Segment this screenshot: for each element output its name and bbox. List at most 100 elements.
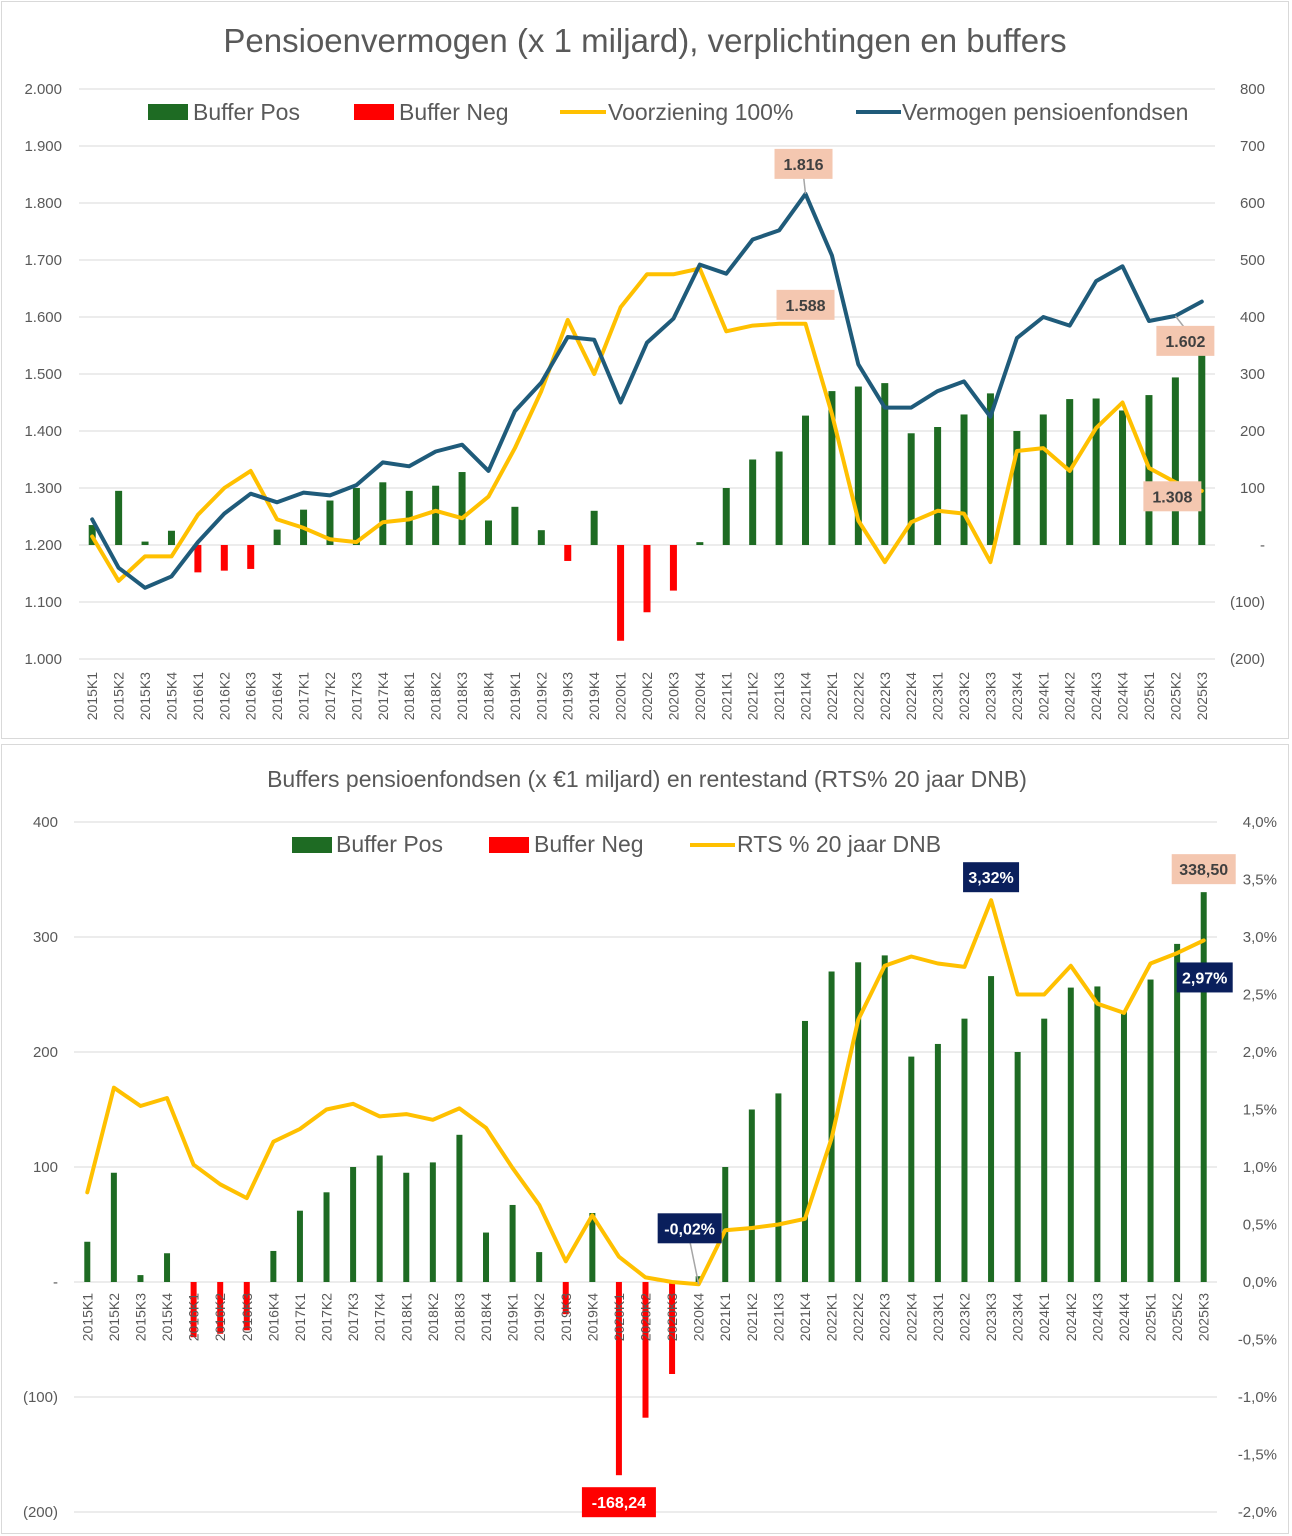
- bar-buffer-pos: [986, 393, 994, 545]
- y-tick-label: 1.300: [24, 480, 62, 497]
- x-tick-label: 2024K1: [1035, 672, 1051, 720]
- x-tick-label: 2016K1: [186, 1293, 202, 1341]
- y-tick-label: 2.000: [24, 81, 62, 98]
- y2-tick-label: -0,5%: [1238, 1332, 1277, 1349]
- x-tick-label: 2021K1: [718, 672, 734, 720]
- bar-buffer-pos: [801, 1020, 808, 1282]
- y2-tick-label: (200): [1230, 651, 1265, 668]
- x-tick-label: 2018K1: [398, 1293, 414, 1341]
- y-tick-label: 1.200: [24, 537, 62, 554]
- x-tick-label: 2025K2: [1169, 1293, 1185, 1341]
- y2-tick-label: 500: [1240, 252, 1265, 269]
- bar-buffer-pos: [907, 433, 915, 545]
- bar-buffer-pos: [1067, 987, 1074, 1282]
- x-tick-label: 2018K3: [454, 672, 470, 720]
- x-tick-label: 2018K4: [480, 672, 496, 720]
- bar-buffer-pos: [323, 1192, 330, 1282]
- bar-buffer-pos: [881, 955, 888, 1282]
- x-tick-label: 2015K4: [163, 672, 179, 720]
- callout-box: [1171, 854, 1236, 885]
- y2-tick-label: 1,0%: [1243, 1159, 1277, 1176]
- y2-tick-label: 0,5%: [1243, 1217, 1277, 1234]
- x-tick-label: 2021K3: [771, 672, 787, 720]
- legend-swatch-buffer-neg: [489, 837, 529, 853]
- chart-panel-buffers-rentestand: Buffers pensioenfondsen (x €1 miljard) e…: [1, 744, 1289, 1534]
- y2-tick-label: 300: [1240, 366, 1265, 383]
- data-label: 1.602: [1165, 334, 1205, 351]
- x-tick-label: 2019K4: [584, 1293, 600, 1341]
- x-tick-label: 2017K4: [375, 672, 391, 720]
- line-vermogen-pensioenfondsen: [90, 191, 1204, 590]
- x-tick-label: 2019K1: [505, 1293, 521, 1341]
- x-tick-label: 2018K3: [451, 1293, 467, 1341]
- y2-tick-label: 400: [1240, 309, 1265, 326]
- bar-buffer-pos: [1171, 377, 1179, 545]
- line-voorziening-100-: [90, 266, 1204, 583]
- bar-buffer-pos: [1094, 986, 1101, 1282]
- bar-buffer-pos: [722, 1167, 729, 1282]
- x-tick-label: 2024K4: [1116, 1293, 1132, 1341]
- bar-buffer-pos: [429, 1162, 436, 1282]
- bar-buffer-neg: [562, 1282, 569, 1315]
- y2-tick-label: 800: [1240, 81, 1265, 98]
- y2-tick-label: 1,5%: [1243, 1102, 1277, 1119]
- data-label: 1.588: [785, 298, 825, 315]
- x-tick-label: 2022K4: [903, 672, 919, 720]
- bar-buffer-pos: [326, 500, 334, 545]
- bar-buffer-pos: [934, 1043, 941, 1282]
- x-tick-label: 2024K2: [1062, 672, 1078, 720]
- legend-swatch-buffer-neg: [354, 104, 394, 120]
- bar-buffer-pos: [881, 383, 889, 545]
- y-tick-label: 400: [33, 814, 58, 831]
- bar-buffer-pos: [855, 962, 862, 1282]
- bar-buffer-pos: [456, 1134, 463, 1282]
- x-tick-label: 2022K3: [877, 672, 893, 720]
- bar-buffer-pos: [1039, 414, 1047, 545]
- y-tick-label: 1.400: [24, 423, 62, 440]
- bar-buffer-pos: [828, 971, 835, 1282]
- y-tick-label: 1.000: [24, 651, 62, 668]
- chart-title: Pensioenvermogen (x 1 miljard), verplich…: [223, 22, 1066, 59]
- x-tick-label: 2018K4: [478, 1293, 494, 1341]
- legend-swatch-buffer-pos: [148, 104, 188, 120]
- x-tick-label: 2015K3: [137, 672, 153, 720]
- bar-buffer-pos: [828, 391, 836, 545]
- x-tick-label: 2025K3: [1196, 1293, 1212, 1341]
- x-tick-label: 2017K2: [319, 1293, 335, 1341]
- x-tick-label: 2017K3: [348, 672, 364, 720]
- x-tick-label: 2016K2: [212, 1293, 228, 1341]
- bar-buffer-pos: [908, 1056, 915, 1282]
- x-tick-label: 2021K4: [798, 672, 814, 720]
- callout-box: [581, 1487, 656, 1518]
- x-tick-label: 2015K2: [111, 672, 127, 720]
- legend-label-buffer-neg: Buffer Neg: [399, 99, 509, 125]
- callout-box: [1156, 325, 1215, 356]
- bar-buffer-pos: [722, 488, 730, 545]
- bar-buffer-pos: [137, 1275, 144, 1282]
- bar-buffer-pos: [115, 490, 123, 545]
- x-tick-label: 2021K2: [744, 1293, 760, 1341]
- y2-tick-label: -1,5%: [1238, 1447, 1277, 1464]
- x-tick-label: 2022K1: [824, 1293, 840, 1341]
- callout-box: [657, 1213, 722, 1244]
- bar-buffer-neg: [194, 545, 202, 573]
- x-tick-label: 2020K4: [691, 1293, 707, 1341]
- bar-buffer-pos: [934, 427, 942, 545]
- x-tick-label: 2020K3: [665, 672, 681, 720]
- x-tick-label: 2023K1: [930, 672, 946, 720]
- y-tick-label: 1.500: [24, 366, 62, 383]
- x-tick-label: 2025K1: [1143, 1293, 1159, 1341]
- x-tick-label: 2020K3: [664, 1293, 680, 1341]
- bar-buffer-pos: [748, 1109, 755, 1282]
- x-tick-label: 2015K1: [79, 1293, 95, 1341]
- x-tick-label: 2020K4: [692, 672, 708, 720]
- bar-buffer-pos: [1041, 1018, 1048, 1282]
- callout-box: [963, 862, 1020, 893]
- legend: Buffer Pos Buffer Neg RTS % 20 jaar DNB: [292, 831, 941, 857]
- bar-buffer-pos: [141, 541, 149, 545]
- bar-buffer-pos: [695, 1276, 702, 1282]
- y2-tick-label: 2,5%: [1243, 987, 1277, 1004]
- x-tick-label: 2019K1: [507, 672, 523, 720]
- bar-buffer-pos: [273, 529, 281, 545]
- bar-buffer-pos: [403, 1172, 410, 1282]
